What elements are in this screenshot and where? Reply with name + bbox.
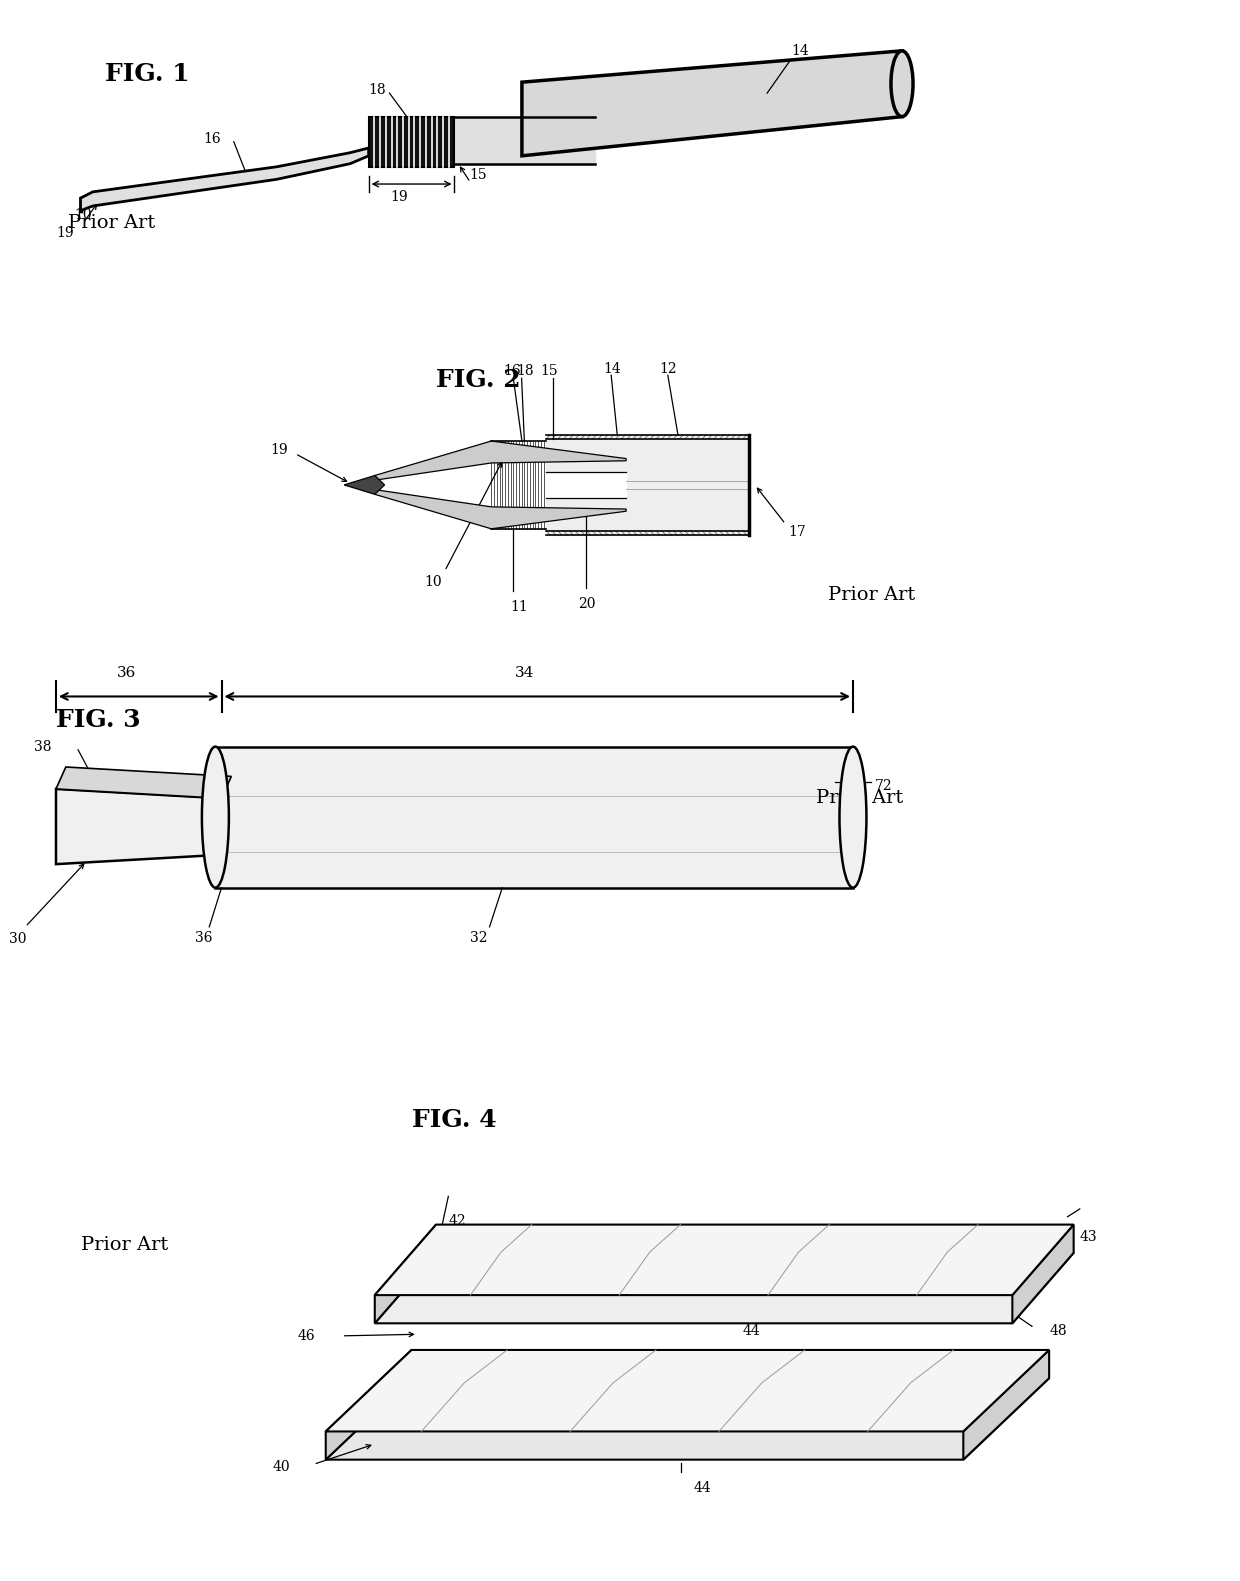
Text: 18: 18: [516, 364, 533, 378]
Polygon shape: [326, 1350, 412, 1459]
Text: 44: 44: [693, 1481, 712, 1496]
Text: FIG. 4: FIG. 4: [412, 1108, 496, 1132]
Text: 30: 30: [10, 933, 27, 947]
Text: 38: 38: [33, 740, 51, 754]
Polygon shape: [1012, 1225, 1074, 1323]
Polygon shape: [345, 476, 384, 495]
Text: 46: 46: [298, 1330, 315, 1342]
Polygon shape: [374, 1225, 436, 1323]
Polygon shape: [326, 1350, 1049, 1431]
Text: 18: 18: [368, 82, 387, 96]
Text: Prior Art: Prior Art: [81, 1236, 167, 1254]
Text: Prior Art: Prior Art: [68, 213, 155, 232]
Text: 36: 36: [195, 931, 212, 945]
Polygon shape: [216, 746, 853, 887]
Text: 48: 48: [1049, 1325, 1066, 1338]
Text: 42: 42: [449, 1214, 466, 1228]
Ellipse shape: [202, 746, 229, 887]
Text: 16: 16: [203, 131, 221, 145]
Text: Prior Art: Prior Art: [828, 585, 915, 604]
Text: 15: 15: [469, 168, 487, 182]
Text: 19: 19: [391, 190, 408, 204]
Text: 15: 15: [541, 364, 558, 378]
Polygon shape: [522, 51, 901, 157]
Polygon shape: [374, 1252, 1074, 1323]
Text: 10: 10: [74, 209, 92, 223]
Polygon shape: [81, 149, 368, 210]
Polygon shape: [374, 441, 626, 481]
Ellipse shape: [892, 51, 913, 117]
Polygon shape: [963, 1350, 1049, 1459]
Text: 11: 11: [511, 601, 528, 613]
Polygon shape: [56, 767, 232, 798]
Text: 12: 12: [660, 362, 677, 376]
Text: 16: 16: [503, 364, 521, 378]
Text: 19: 19: [270, 443, 288, 457]
Text: 72: 72: [875, 779, 893, 794]
Text: 10: 10: [424, 575, 441, 590]
Polygon shape: [374, 490, 626, 528]
Polygon shape: [368, 117, 455, 166]
Text: FIG. 2: FIG. 2: [436, 368, 521, 392]
Text: 14: 14: [791, 44, 810, 58]
Ellipse shape: [839, 746, 867, 887]
Text: 40: 40: [273, 1461, 290, 1475]
Text: 44: 44: [743, 1325, 760, 1338]
Text: 19: 19: [56, 226, 73, 240]
Text: FIG. 3: FIG. 3: [56, 708, 140, 732]
Text: 36: 36: [117, 666, 136, 680]
Polygon shape: [326, 1379, 1049, 1459]
Polygon shape: [56, 789, 222, 865]
Text: 14: 14: [603, 362, 621, 376]
Text: 17: 17: [787, 525, 806, 539]
Text: 32: 32: [470, 931, 487, 945]
Text: 20: 20: [578, 598, 595, 610]
Text: Prior Art: Prior Art: [816, 789, 904, 808]
Text: 43: 43: [1080, 1230, 1097, 1244]
Text: FIG. 1: FIG. 1: [105, 62, 190, 87]
Text: 34: 34: [516, 666, 534, 680]
Polygon shape: [374, 1225, 1074, 1295]
